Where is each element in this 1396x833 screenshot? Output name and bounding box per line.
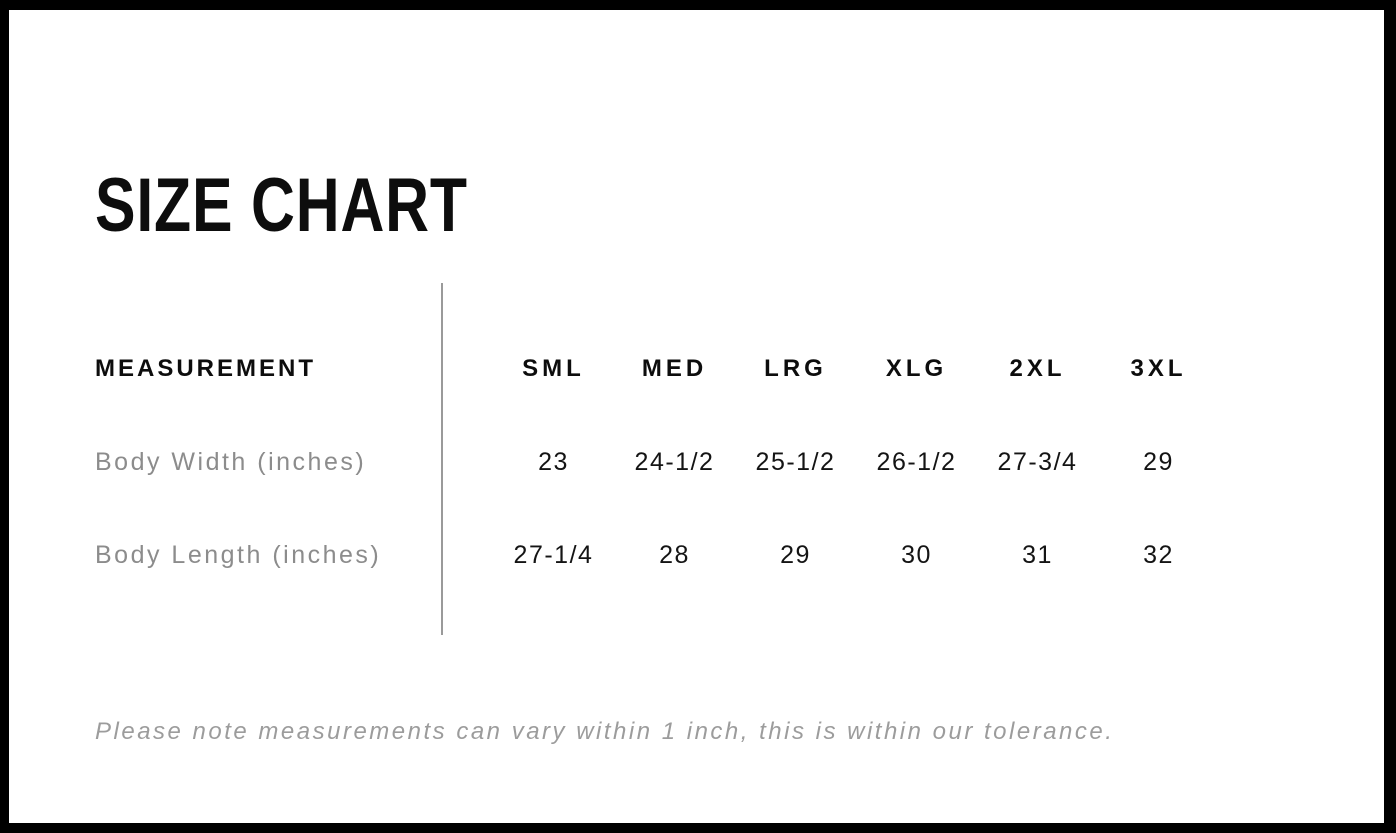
body-width-xlg: 26-1/2 (876, 447, 957, 476)
column-header-sml: SML (522, 355, 585, 382)
column-header-lrg: LRG (764, 355, 827, 382)
column-header-measurement: MEASUREMENT (95, 355, 317, 382)
body-width-sml: 23 (538, 447, 569, 476)
size-chart-table: MEASUREMENT SML MED LRG XLG 2XL 3XL Body… (95, 355, 1219, 569)
column-header-xlg: XLG (885, 355, 948, 382)
body-length-3xl: 32 (1143, 540, 1174, 569)
page-title: SIZE CHART (95, 163, 468, 248)
column-header-2xl: 2XL (1009, 355, 1066, 382)
body-width-med: 24-1/2 (634, 447, 715, 476)
body-length-sml: 27-1/4 (513, 540, 594, 569)
body-length-2xl: 31 (1022, 540, 1053, 569)
tolerance-note: Please note measurements can vary within… (95, 718, 1115, 745)
column-header-med: MED (641, 355, 708, 382)
column-header-3xl: 3XL (1130, 355, 1187, 382)
body-width-lrg: 25-1/2 (755, 447, 836, 476)
body-length-med: 28 (659, 540, 690, 569)
body-width-2xl: 27-3/4 (997, 447, 1078, 476)
body-width-3xl: 29 (1143, 447, 1174, 476)
row-label-body-length: Body Length (inches) (95, 540, 382, 569)
body-length-lrg: 29 (780, 540, 811, 569)
table-divider (441, 283, 443, 635)
row-label-body-width: Body Width (inches) (95, 447, 367, 476)
body-length-xlg: 30 (901, 540, 932, 569)
